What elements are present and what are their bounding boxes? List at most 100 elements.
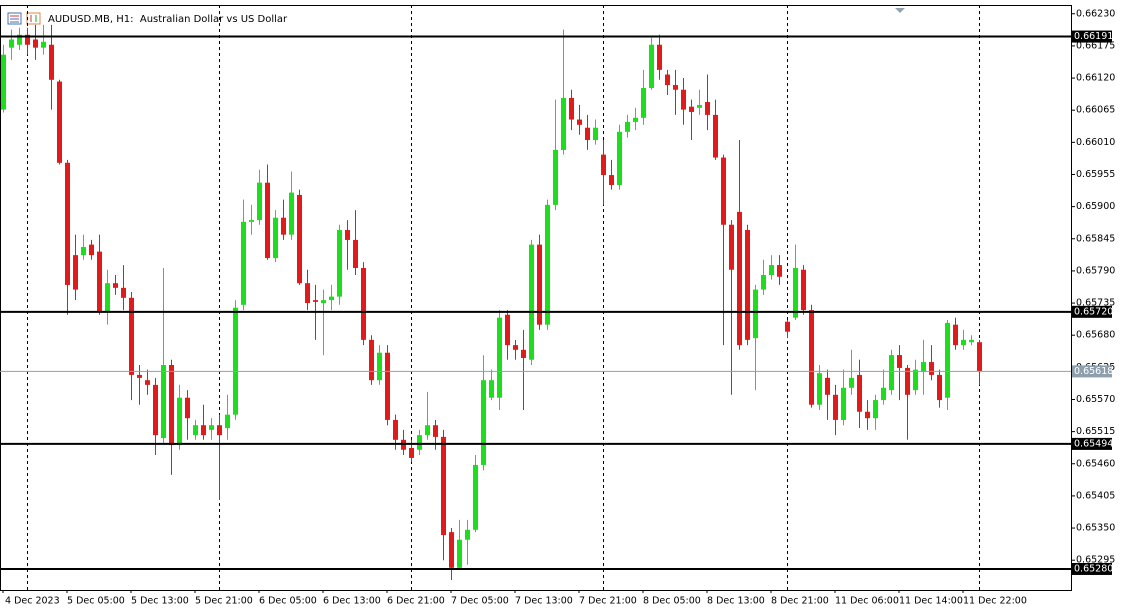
- candle-body: [177, 397, 182, 446]
- candle-body: [225, 414, 230, 429]
- candle-body: [705, 102, 710, 115]
- candle-body: [73, 255, 78, 290]
- candle-body: [665, 74, 670, 86]
- candle-body: [761, 275, 766, 290]
- candle-body: [105, 283, 110, 312]
- y-tick-label: 0.66010: [1076, 137, 1115, 148]
- candle-body: [361, 267, 366, 340]
- candle-body: [777, 265, 782, 277]
- x-tick-label: 6 Dec 21:00: [387, 596, 445, 607]
- candle-body: [257, 182, 262, 221]
- candle-body: [921, 362, 926, 373]
- x-tick-label: 4 Dec 2023: [5, 596, 60, 607]
- candle-body: [617, 131, 622, 185]
- candle-body: [241, 221, 246, 305]
- candle-body: [521, 349, 526, 358]
- level-label: 0.65494: [1074, 438, 1113, 449]
- y-tick-label: 0.65680: [1076, 330, 1115, 341]
- candle-body: [353, 239, 358, 268]
- x-tick-label: 11 Dec 06:00: [835, 596, 899, 607]
- chart-title: AUDUSD.MB, H1: Australian Dollar vs US D…: [48, 14, 288, 25]
- candle-body: [697, 104, 702, 108]
- candle-body: [137, 374, 142, 378]
- candle-body: [393, 419, 398, 440]
- y-tick-label: 0.65570: [1076, 394, 1115, 405]
- x-tick-label: 5 Dec 21:00: [195, 596, 253, 607]
- level-label-box: [1072, 305, 1112, 318]
- candle-body: [369, 339, 374, 381]
- candle-body: [321, 300, 326, 304]
- candle-body: [913, 369, 918, 391]
- x-tick-label: 6 Dec 05:00: [259, 596, 317, 607]
- candle-body: [9, 39, 14, 48]
- x-tick-label: 11 Dec 22:00: [963, 596, 1027, 607]
- candle-body: [793, 267, 798, 318]
- candle-body: [457, 539, 462, 568]
- candle-body: [273, 217, 278, 259]
- candle-body: [209, 425, 214, 430]
- x-tick-label: 7 Dec 05:00: [451, 596, 509, 607]
- icon: [26, 12, 41, 25]
- y-tick-label: 0.65900: [1076, 201, 1115, 212]
- candle-body: [833, 394, 838, 420]
- candle-body: [801, 269, 806, 311]
- candle-body: [657, 44, 662, 70]
- candle-body: [961, 339, 966, 346]
- candle-body: [577, 119, 582, 125]
- candle-body: [769, 265, 774, 275]
- candle-body: [953, 324, 958, 346]
- candle-body: [97, 251, 102, 312]
- candle-body: [569, 97, 574, 120]
- x-tick-label: 11 Dec 14:00: [899, 596, 963, 607]
- candle-body: [873, 400, 878, 419]
- candle-body: [905, 367, 910, 395]
- candle-body: [153, 384, 158, 436]
- candle-body: [281, 217, 286, 235]
- candle-body: [81, 246, 86, 256]
- level-label: 0.65720: [1074, 306, 1113, 317]
- candle-body: [553, 149, 558, 205]
- candle-body: [929, 362, 934, 375]
- candle-body: [145, 380, 150, 385]
- candle-body: [865, 411, 870, 419]
- candle-body: [945, 322, 950, 398]
- candle-body: [633, 117, 638, 122]
- x-tick-label: 5 Dec 13:00: [131, 596, 189, 607]
- candle-body: [625, 121, 630, 132]
- candle-body: [537, 244, 542, 325]
- candle-body: [425, 425, 430, 436]
- y-tick-label: 0.65845: [1076, 233, 1115, 244]
- candle-body: [601, 154, 606, 176]
- y-tick-label: 0.66175: [1076, 40, 1115, 51]
- candle-body: [89, 244, 94, 256]
- candle-body: [497, 317, 502, 398]
- y-tick-label: 0.65790: [1076, 265, 1115, 276]
- x-tick-label: 8 Dec 21:00: [771, 596, 829, 607]
- candle-body: [305, 283, 310, 304]
- candle-body: [33, 39, 38, 48]
- candle-body: [217, 425, 222, 436]
- candle-body: [785, 321, 790, 332]
- y-tick-label: 0.65350: [1076, 523, 1115, 534]
- level-label-box: [1072, 30, 1112, 43]
- y-tick-label: 0.65515: [1076, 426, 1115, 437]
- candle-body: [337, 230, 342, 297]
- candle-body: [169, 365, 174, 446]
- x-tick-label: 8 Dec 05:00: [643, 596, 701, 607]
- candle-body: [193, 425, 198, 436]
- candle-body: [441, 436, 446, 536]
- candle-body: [25, 34, 30, 45]
- x-tick-label: 8 Dec 13:00: [707, 596, 765, 607]
- candle-body: [513, 345, 518, 350]
- candle-body: [249, 220, 254, 222]
- candle-body: [113, 283, 118, 288]
- candle-body: [681, 89, 686, 110]
- candle-body: [721, 157, 726, 225]
- x-tick-label: 7 Dec 13:00: [515, 596, 573, 607]
- candle-body: [1, 54, 6, 110]
- candle-body: [121, 287, 126, 298]
- candle-body: [841, 387, 846, 420]
